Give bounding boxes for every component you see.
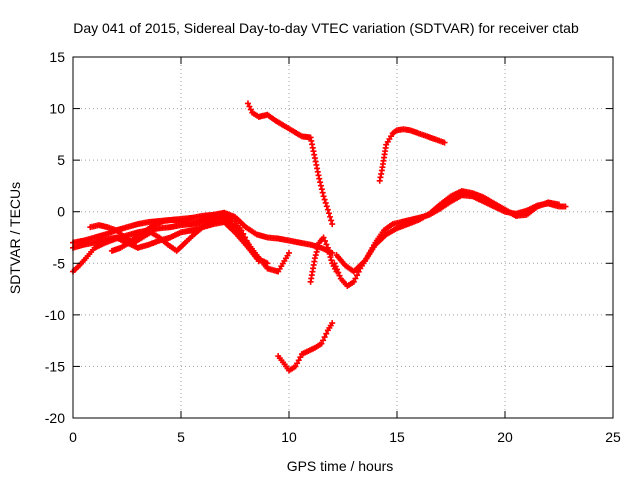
data-point	[325, 247, 332, 254]
y-tick-label: -5	[53, 255, 66, 271]
x-tick-label: 25	[605, 429, 621, 445]
data-series-arc-6	[244, 100, 336, 228]
plot-frame	[72, 56, 614, 419]
data-series-arc-8	[331, 192, 569, 289]
data-series-arc-5	[108, 210, 262, 265]
data-point	[323, 203, 330, 210]
data-point	[318, 340, 325, 347]
y-tick-label: 5	[57, 152, 65, 168]
data-point	[311, 255, 318, 262]
data-point	[323, 241, 330, 248]
data-point	[241, 234, 248, 241]
x-tick-label: 15	[389, 429, 405, 445]
x-tick-label: 5	[177, 429, 185, 445]
data-point	[243, 237, 250, 244]
x-tick-label: 0	[69, 429, 77, 445]
data-point	[336, 272, 343, 279]
data-series-arc-11	[376, 126, 448, 184]
data-layer	[70, 100, 569, 374]
y-tick-label: 10	[49, 101, 65, 117]
data-point	[244, 100, 251, 107]
data-point	[320, 193, 327, 200]
data-point	[556, 201, 562, 208]
data-point	[322, 237, 328, 244]
data-point	[352, 275, 359, 282]
data-point	[297, 354, 304, 361]
y-axis-label: SDTVAR / TECUs	[7, 182, 23, 294]
data-series-arc-9	[333, 188, 562, 275]
data-point	[245, 241, 252, 248]
data-point	[327, 213, 334, 220]
data-point	[320, 234, 327, 241]
y-tick-label: 0	[57, 204, 65, 220]
data-point	[316, 175, 323, 182]
data-point	[319, 189, 326, 196]
data-point	[294, 360, 301, 367]
data-point	[328, 217, 335, 224]
data-point	[322, 199, 329, 206]
y-tick-label: -15	[45, 358, 65, 374]
x-axis-label: GPS time / hours	[287, 458, 394, 474]
data-point	[255, 258, 262, 265]
data-point	[247, 106, 254, 113]
x-tick-label: 20	[497, 429, 513, 445]
tick-layer: 0 5 10 15 20 25 -20 -15 -10 -5 0 5 10 15	[45, 49, 621, 445]
data-point	[329, 221, 336, 228]
data-point	[292, 363, 299, 370]
data-point	[324, 244, 331, 251]
data-point	[323, 330, 330, 337]
y-tick-label: -10	[45, 307, 65, 323]
data-point	[321, 334, 328, 341]
data-point	[317, 179, 324, 186]
data-series-arc-7	[307, 234, 340, 285]
y-tick-label: -20	[45, 410, 65, 426]
data-point	[562, 203, 569, 210]
data-point	[332, 263, 339, 270]
data-point	[326, 251, 333, 258]
data-series-arc-10	[275, 320, 336, 374]
y-tick-label: 15	[49, 49, 65, 65]
data-point	[335, 269, 342, 276]
data-point	[327, 254, 334, 261]
chart-title: Day 041 of 2015, Sidereal Day-to-day VTE…	[73, 20, 579, 36]
data-point	[238, 227, 245, 234]
data-point	[321, 196, 328, 203]
data-point	[331, 260, 338, 267]
data-point	[328, 257, 335, 264]
data-point	[317, 182, 324, 189]
data-point	[350, 278, 357, 285]
data-point	[286, 249, 292, 256]
data-point	[295, 357, 302, 364]
data-point	[318, 186, 325, 193]
data-point	[315, 242, 322, 249]
grid-layer	[73, 57, 613, 418]
data-point	[324, 206, 331, 213]
data-point	[333, 266, 340, 273]
data-point	[313, 248, 320, 255]
data-point	[320, 337, 327, 344]
data-point	[264, 260, 271, 267]
data-point	[354, 272, 361, 279]
x-tick-label: 10	[281, 429, 297, 445]
data-point	[441, 139, 448, 146]
data-point	[312, 252, 319, 259]
data-point	[325, 210, 332, 217]
data-point	[329, 320, 336, 327]
data-point	[314, 245, 321, 252]
data-point	[240, 230, 247, 237]
data-series-arc-4	[87, 211, 232, 254]
data-point	[246, 103, 253, 110]
